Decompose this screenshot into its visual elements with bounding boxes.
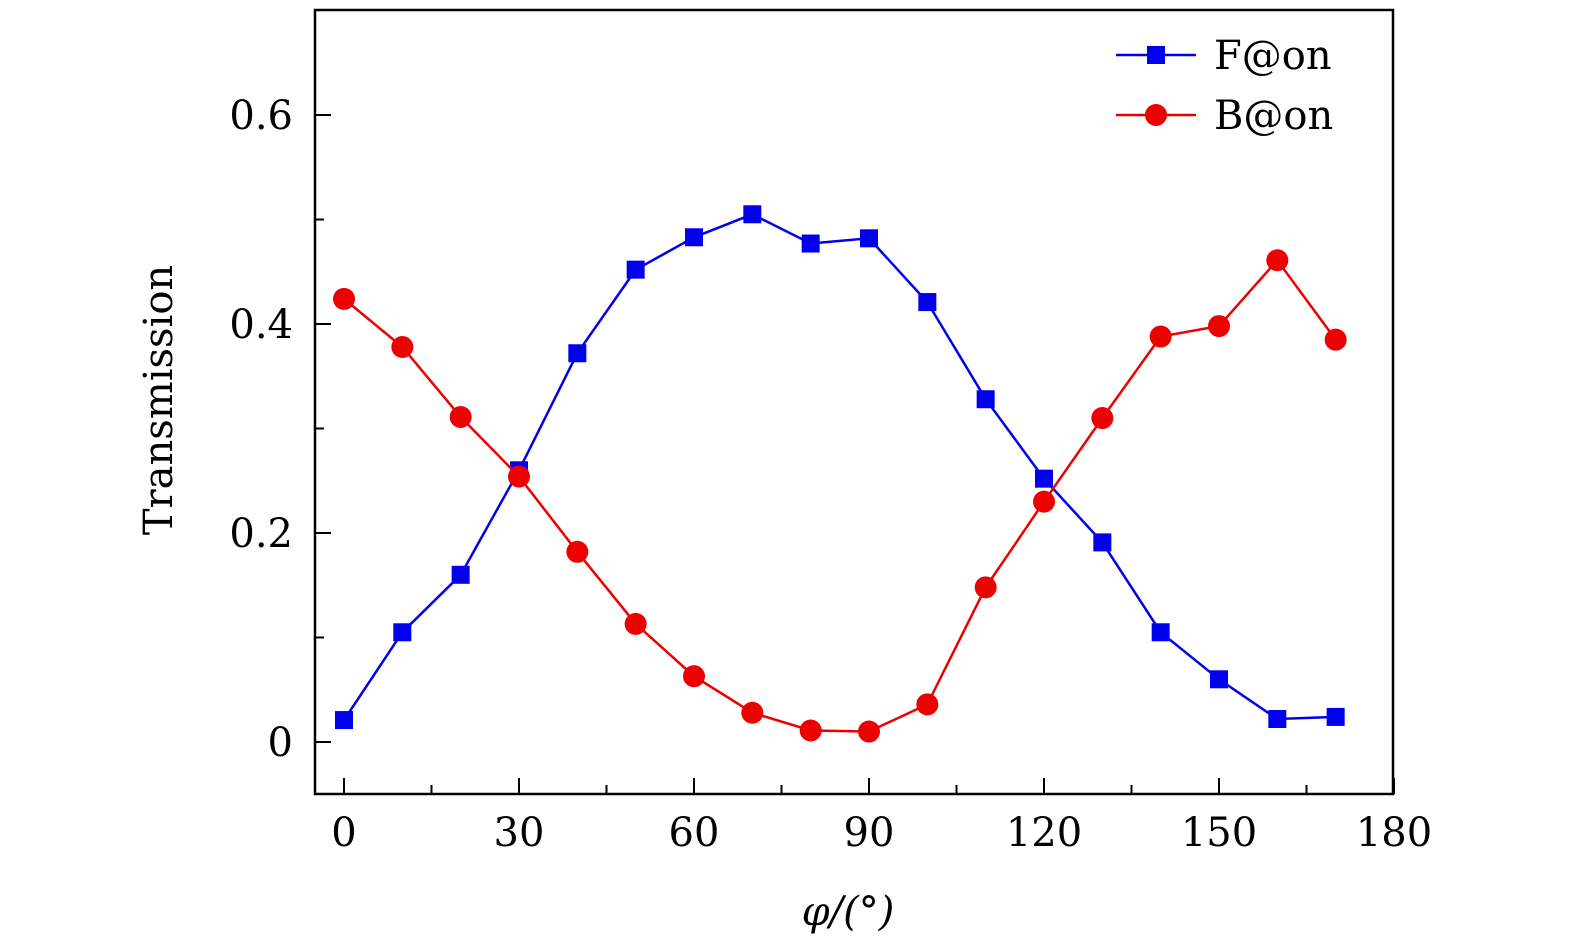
x-axis-label: φ/(°): [802, 889, 895, 935]
y-tick-label-0_6: 0.6: [229, 93, 293, 139]
legend-marker-f-on: [1147, 46, 1165, 64]
point-f-on-50: [626, 260, 645, 279]
point-f-on-100: [918, 293, 937, 312]
point-b-on-160: [1266, 249, 1289, 272]
point-f-on-40: [568, 344, 587, 363]
series-line-f-on: [342, 212, 1336, 721]
legend-label-f-on: F@on: [1214, 33, 1332, 79]
x-tick-label-60: 60: [669, 810, 720, 856]
minor-ticks: [315, 218, 1308, 794]
legend: F@on B@on: [1116, 33, 1333, 139]
legend-item-b-on: B@on: [1116, 93, 1333, 139]
y-axis-label: Transmission: [136, 265, 182, 535]
point-b-on-30: [508, 465, 530, 488]
point-f-on-60: [685, 228, 703, 247]
x-tick-label-120: 120: [1006, 810, 1082, 856]
point-f-on-170: [1326, 707, 1345, 726]
point-f-on-140: [1151, 623, 1170, 642]
point-b-on-130: [1091, 407, 1114, 430]
point-b-on-60: [683, 665, 705, 688]
point-f-on-150: [1210, 670, 1228, 689]
point-b-on-70: [741, 701, 764, 724]
series-b-on: [333, 249, 1347, 743]
point-b-on-50: [624, 612, 647, 635]
point-f-on-80: [801, 234, 820, 253]
point-f-on-0: [335, 711, 353, 730]
plot-frame: [313, 8, 1395, 796]
point-b-on-140: [1149, 325, 1172, 348]
point-f-on-160: [1268, 710, 1287, 729]
series-f-on: [335, 205, 1345, 730]
x-tick-label-150: 150: [1181, 810, 1257, 856]
y-tick-label-0: 0: [268, 720, 293, 766]
legend-marker-b-on: [1145, 104, 1167, 126]
point-f-on-20: [451, 565, 470, 584]
point-f-on-120: [1035, 469, 1053, 488]
point-f-on-70: [743, 205, 762, 224]
point-b-on-90: [858, 720, 880, 743]
x-tick-label-180: 180: [1356, 810, 1432, 856]
point-b-on-120: [1033, 490, 1055, 513]
point-b-on-150: [1208, 315, 1230, 338]
x-tick-label-90: 90: [844, 810, 895, 856]
point-f-on-10: [393, 623, 412, 642]
y-tick-label-0_2: 0.2: [229, 511, 293, 557]
point-b-on-170: [1324, 328, 1347, 351]
point-b-on-40: [566, 540, 589, 563]
series-line-b-on: [343, 258, 1337, 733]
point-b-on-80: [799, 719, 822, 742]
legend-label-b-on: B@on: [1214, 93, 1333, 139]
point-f-on-130: [1093, 533, 1112, 552]
x-tick-label-0: 0: [331, 810, 356, 856]
point-f-on-110: [976, 390, 995, 409]
point-b-on-20: [449, 406, 472, 429]
point-b-on-0: [333, 287, 355, 310]
point-b-on-10: [391, 335, 414, 358]
y-tick-label-0_4: 0.4: [229, 302, 293, 348]
point-b-on-100: [916, 693, 939, 716]
legend-item-f-on: F@on: [1116, 33, 1332, 79]
point-b-on-110: [974, 576, 997, 599]
plot-frame-rect: [313, 8, 1395, 796]
series-layer: [333, 205, 1347, 743]
x-tick-label-30: 30: [494, 810, 545, 856]
y-axis-ticks: 0 0.2 0.4 0.6: [229, 93, 331, 766]
x-axis-ticks: 0 30 60 90 120 150 180: [331, 778, 1432, 856]
point-f-on-90: [860, 229, 878, 248]
